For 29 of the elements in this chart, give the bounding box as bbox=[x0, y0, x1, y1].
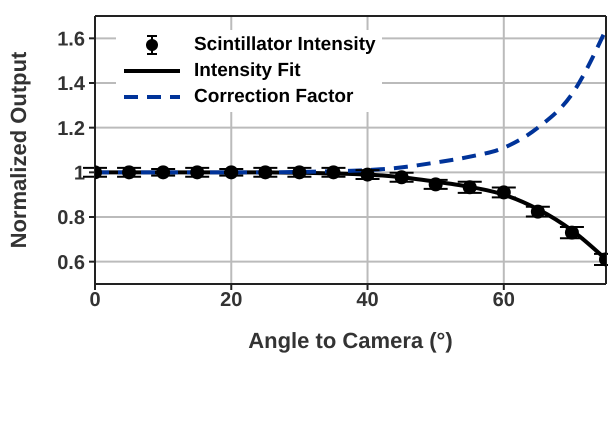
y-tick-label: 1 bbox=[74, 162, 85, 184]
x-tick-label: 40 bbox=[356, 289, 379, 312]
y-tick-label: 0.6 bbox=[57, 252, 85, 274]
legend-label: Scintillator Intensity bbox=[194, 34, 376, 56]
point bbox=[292, 165, 306, 180]
point bbox=[496, 185, 511, 200]
point bbox=[122, 165, 136, 180]
point bbox=[156, 165, 170, 180]
point bbox=[428, 177, 443, 192]
x-tick-label: 20 bbox=[220, 289, 242, 312]
point bbox=[326, 165, 340, 180]
y-tick-label: 1.2 bbox=[57, 118, 85, 140]
point bbox=[462, 180, 477, 194]
x-axis-title: Angle to Camera (°) bbox=[248, 328, 453, 353]
point bbox=[394, 170, 409, 184]
legend-label: Correction Factor bbox=[194, 86, 354, 108]
point bbox=[190, 165, 204, 180]
y-tick-label: 0.8 bbox=[57, 207, 85, 230]
point bbox=[224, 165, 238, 180]
point bbox=[258, 165, 272, 180]
point bbox=[360, 168, 375, 182]
legend-label: Intensity Fit bbox=[194, 60, 301, 82]
y-tick-label: 1.4 bbox=[57, 73, 86, 96]
y-tick-label: 1.6 bbox=[57, 28, 85, 50]
point bbox=[530, 204, 545, 219]
point bbox=[564, 226, 579, 240]
y-axis-title: Normalized Output bbox=[6, 50, 31, 248]
x-tick-label: 60 bbox=[492, 289, 515, 312]
x-tick-label: 0 bbox=[89, 289, 101, 312]
